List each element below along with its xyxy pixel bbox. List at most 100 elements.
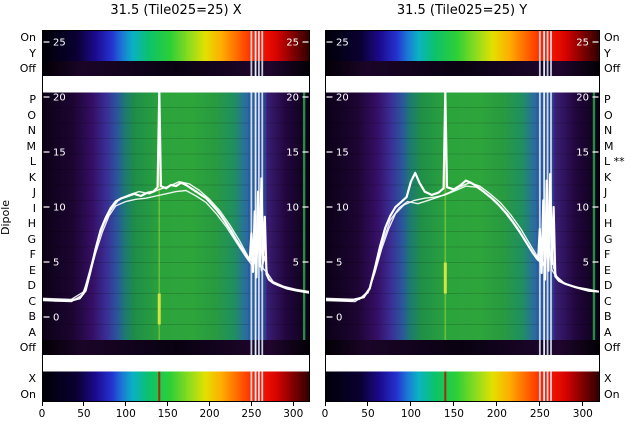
row-label: N xyxy=(27,124,36,138)
x-tick-label: 250 xyxy=(241,408,262,420)
row-label: G xyxy=(604,232,613,246)
row-label: P xyxy=(604,93,611,107)
row-label: M xyxy=(26,139,37,153)
row-label: Off xyxy=(19,341,36,355)
power-tick-label: 15 xyxy=(576,148,589,159)
bandpass-trace xyxy=(325,182,600,301)
x-tick-mark xyxy=(410,402,412,406)
bandpass-trace xyxy=(42,189,310,303)
row-label: K xyxy=(28,170,36,184)
row-label: C xyxy=(28,294,36,308)
power-tick-label: 25 xyxy=(53,38,66,49)
row-label: X xyxy=(604,372,612,386)
x-tick-mark xyxy=(83,402,85,406)
power-tick-label: 5 xyxy=(336,258,342,269)
x-tick-label: 50 xyxy=(361,408,375,420)
x-tick-label: 200 xyxy=(199,408,220,420)
heatmap-panel-x: 25 20 15 10 5 0 25 20 15 10 5 xyxy=(42,30,310,402)
row-label: D xyxy=(604,279,613,293)
x-tick-mark xyxy=(41,402,43,406)
row-label: E xyxy=(604,263,611,277)
row-label: Y xyxy=(29,46,36,60)
x-tick-mark xyxy=(167,402,169,406)
row-label: L ** xyxy=(604,155,625,169)
power-tick-label: 5 xyxy=(53,258,59,269)
bandpass-trace xyxy=(42,90,310,302)
row-label: J xyxy=(604,186,608,200)
panel-title-x: 31.5 (Tile025=25) X xyxy=(110,3,242,18)
power-tick-label: 5 xyxy=(583,258,589,269)
x-tick-mark xyxy=(453,402,455,406)
row-label: J xyxy=(32,186,36,200)
power-tick-label: 20 xyxy=(336,93,349,104)
row-label: M xyxy=(604,139,614,153)
bandpass-trace xyxy=(42,180,310,301)
row-label: O xyxy=(27,108,36,122)
x-tick-label: 0 xyxy=(38,408,46,420)
row-label: F xyxy=(604,248,611,262)
power-tick-label: 0 xyxy=(53,313,59,324)
row-labels-right: On Y Off P O N M L ** K J I H G F E D C B A Off X On xyxy=(604,0,640,440)
power-tick-label: 20 xyxy=(576,93,589,104)
row-label: A xyxy=(28,325,36,339)
row-label: Off xyxy=(604,62,621,76)
x-tick-mark xyxy=(209,402,210,406)
bandpass-trace xyxy=(325,185,600,303)
x-tick-label: 100 xyxy=(400,408,421,420)
x-tick-label: 150 xyxy=(443,408,464,420)
row-label: I xyxy=(604,201,608,215)
x-tick-mark xyxy=(125,402,127,406)
row-label: N xyxy=(604,124,613,138)
power-tick-label: 20 xyxy=(286,93,299,104)
row-label: Off xyxy=(19,62,36,76)
row-label: P xyxy=(29,93,36,107)
row-label: C xyxy=(604,294,612,308)
power-tick-label: 15 xyxy=(336,148,349,159)
x-tick-label: 150 xyxy=(157,408,178,420)
row-label: Y xyxy=(604,46,611,60)
x-tick-mark xyxy=(324,402,326,406)
power-tick-label: 20 xyxy=(53,93,66,104)
x-tick-label: 250 xyxy=(529,408,550,420)
x-tick-label: 300 xyxy=(572,408,593,420)
row-label: H xyxy=(27,217,36,231)
row-label: A xyxy=(604,325,612,339)
row-label: F xyxy=(29,248,36,262)
bandpass-trace xyxy=(325,91,600,302)
x-tick-mark xyxy=(250,402,252,406)
panel-title-y: 31.5 (Tile025=25) Y xyxy=(396,3,528,18)
row-label: H xyxy=(604,217,613,231)
x-tick-label: 100 xyxy=(115,408,136,420)
row-label: On xyxy=(20,387,36,401)
row-label: On xyxy=(604,31,620,45)
row-labels-left: On Y Off P O N M L K J I H G F E D C B A Off X On xyxy=(0,0,39,440)
power-tick-label: 10 xyxy=(53,203,66,214)
x-tick-mark xyxy=(367,402,369,406)
x-tick-label: 200 xyxy=(486,408,507,420)
row-label: B xyxy=(28,310,36,324)
row-label: On xyxy=(604,387,620,401)
x-tick-mark xyxy=(292,402,294,406)
power-tick-label: 10 xyxy=(576,203,589,214)
power-tick-label: 25 xyxy=(336,38,349,49)
row-label: X xyxy=(28,372,36,386)
heatmap-panel-y: 25 20 15 10 5 0 25 20 15 10 5 xyxy=(325,30,600,402)
row-label: B xyxy=(604,310,612,324)
row-label: L xyxy=(29,155,36,169)
x-tick-label: 50 xyxy=(77,408,91,420)
row-label: On xyxy=(20,31,36,45)
row-label: Off xyxy=(604,341,621,355)
x-tick-mark xyxy=(539,402,541,406)
power-tick-label: 15 xyxy=(286,148,299,159)
power-tick-label: 25 xyxy=(286,38,299,49)
power-tick-label: 10 xyxy=(336,203,349,214)
x-tick-mark xyxy=(496,402,498,406)
power-tick-label: 0 xyxy=(336,313,342,324)
row-label: O xyxy=(604,108,613,122)
power-tick-label: 5 xyxy=(293,258,299,269)
row-label: I xyxy=(32,201,36,215)
row-label: E xyxy=(29,263,36,277)
power-tick-label: 10 xyxy=(286,203,299,214)
x-tick-label: 300 xyxy=(283,408,304,420)
row-label: D xyxy=(27,279,36,293)
